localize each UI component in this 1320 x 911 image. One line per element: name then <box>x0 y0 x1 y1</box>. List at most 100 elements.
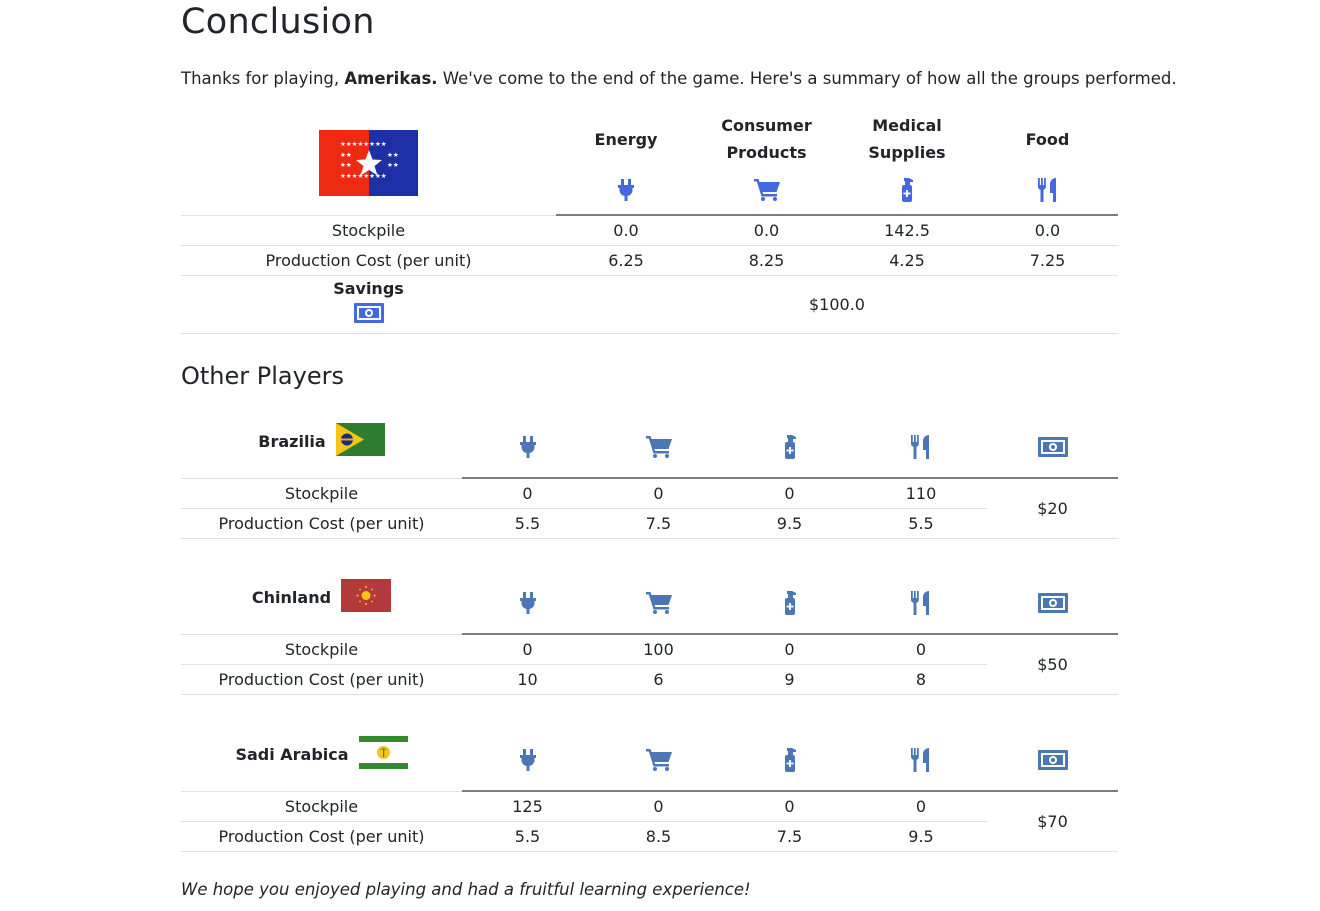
value-cell: 0.0 <box>556 214 696 246</box>
value-cell: 0 <box>462 477 593 509</box>
money-bill-icon <box>1037 436 1068 457</box>
svg-text:★★: ★★ <box>340 151 352 159</box>
medical-supplies-col <box>724 416 855 479</box>
value-cell: 8 <box>855 664 987 695</box>
row-label: Production Cost (per unit) <box>181 664 462 695</box>
page-title: Conclusion <box>181 2 375 42</box>
value-cell: 9.5 <box>724 508 855 539</box>
player-summary-table: ★★★★★★★★ ★★ ★★ ★★ ★★ ★★★★★★★★ Energy Consu… <box>181 112 1118 334</box>
value-cell: 0 <box>724 790 855 822</box>
flag-cell: ★★★★★★★★ ★★ ★★ ★★ ★★ ★★★★★★★★ <box>181 112 556 215</box>
money-bill-icon <box>353 302 384 323</box>
savings-value: $50 <box>987 633 1118 695</box>
consumer-products-col <box>593 416 724 479</box>
pump-bottle-medical-icon <box>784 590 796 615</box>
main-stockpile-row: Stockpile 0.0 0.0 142.5 0.0 <box>181 214 1118 246</box>
savings-col <box>987 729 1118 792</box>
value-cell: 6.25 <box>556 245 696 276</box>
value-cell: 7.5 <box>593 508 724 539</box>
brazilia-flag <box>335 423 385 460</box>
cart-icon <box>696 166 837 214</box>
row-label: Production Cost (per unit) <box>181 245 556 276</box>
resource-header-food: Food <box>977 112 1118 216</box>
outro-text: We hope you enjoyed playing and had a fr… <box>181 880 751 899</box>
utensils-icon <box>911 747 929 772</box>
resource-header-medical-supplies: Medical Supplies <box>837 112 977 216</box>
cost-row: Production Cost (per unit) 5.5 7.5 9.5 5.5 <box>181 508 1118 539</box>
player-name: Amerikas. <box>344 69 438 88</box>
value-cell: 10 <box>462 664 593 695</box>
row-label: Production Cost (per unit) <box>181 821 462 852</box>
medical-supplies-col <box>724 572 855 635</box>
plug-icon <box>519 435 536 458</box>
utensils-icon <box>911 590 929 615</box>
energy-col <box>462 416 593 479</box>
value-cell: 8.5 <box>593 821 724 852</box>
savings-label-cell: Savings <box>181 275 556 334</box>
value-cell: 9.5 <box>855 821 987 852</box>
money-bill-icon <box>1037 592 1068 613</box>
value-cell: 9 <box>724 664 855 695</box>
savings-value: $70 <box>987 790 1118 852</box>
cost-row: Production Cost (per unit) 10 6 9 8 <box>181 664 1118 695</box>
cart-icon <box>645 435 672 458</box>
row-label: Production Cost (per unit) <box>181 508 462 539</box>
savings-col <box>987 572 1118 635</box>
sadi-arabica-flag <box>358 736 408 773</box>
money-bill-icon <box>1037 749 1068 770</box>
energy-col <box>462 572 593 635</box>
player-name-cell: Sadi Arabica <box>181 729 462 791</box>
main-savings-row: Savings $100.0 <box>181 275 1118 334</box>
value-cell: 6 <box>593 664 724 695</box>
value-cell: 7.5 <box>724 821 855 852</box>
intro-after: We've come to the end of the game. Here'… <box>442 69 1177 88</box>
player-name: Chinland <box>251 588 332 607</box>
svg-text:★★: ★★ <box>340 161 352 169</box>
amerikas-flag: ★★★★★★★★ ★★ ★★ ★★ ★★ ★★★★★★★★ <box>319 130 418 197</box>
value-cell: 0 <box>724 633 855 665</box>
value-cell: 0 <box>593 477 724 509</box>
pump-bottle-medical-icon <box>784 747 796 772</box>
row-label: Stockpile <box>181 477 462 509</box>
food-col <box>855 572 987 635</box>
value-cell: 0 <box>462 633 593 665</box>
plug-icon <box>519 748 536 771</box>
savings-value: $100.0 <box>556 275 1118 334</box>
value-cell: 4.25 <box>837 245 977 276</box>
plug-icon <box>556 166 696 214</box>
other-player-table: Sadi Arabica Stockpile 125 0 0 0 $70 Production… <box>181 729 1118 852</box>
value-cell: 8.25 <box>696 245 837 276</box>
utensils-icon <box>911 434 929 459</box>
value-cell: 7.25 <box>977 245 1118 276</box>
stockpile-row: Stockpile 0 0 0 110 $20 <box>181 477 1118 539</box>
savings-value: $20 <box>987 477 1118 539</box>
consumer-products-col <box>593 729 724 792</box>
value-cell: 5.5 <box>855 508 987 539</box>
cart-icon <box>645 591 672 614</box>
svg-text:★★: ★★ <box>387 151 399 159</box>
other-player-table: Chinland Stockpile 0 100 0 0 $50 Production Cos… <box>181 572 1118 695</box>
plug-icon <box>519 591 536 614</box>
value-cell: 125 <box>462 790 593 822</box>
player-name: Brazilia <box>258 432 326 451</box>
cart-icon <box>645 748 672 771</box>
value-cell: 0 <box>855 790 987 822</box>
player-name-cell: Chinland <box>181 572 462 634</box>
intro-before: Thanks for playing, <box>181 69 340 88</box>
resource-header-consumer-products: Consumer Products <box>696 112 837 216</box>
chinland-flag <box>341 579 392 616</box>
value-cell: 110 <box>855 477 987 509</box>
row-label: Stockpile <box>181 790 462 822</box>
savings-col <box>987 416 1118 479</box>
medical-supplies-col <box>724 729 855 792</box>
resource-header-energy: Energy <box>556 112 696 216</box>
value-cell: 5.5 <box>462 508 593 539</box>
food-col <box>855 416 987 479</box>
svg-text:★★★★★★★★: ★★★★★★★★ <box>340 172 387 180</box>
pump-bottle-medical-icon <box>784 434 796 459</box>
player-name: Sadi Arabica <box>235 745 349 764</box>
utensils-icon <box>977 166 1118 214</box>
value-cell: 0 <box>855 633 987 665</box>
pump-bottle-medical-icon <box>837 166 977 214</box>
value-cell: 0.0 <box>696 214 837 246</box>
